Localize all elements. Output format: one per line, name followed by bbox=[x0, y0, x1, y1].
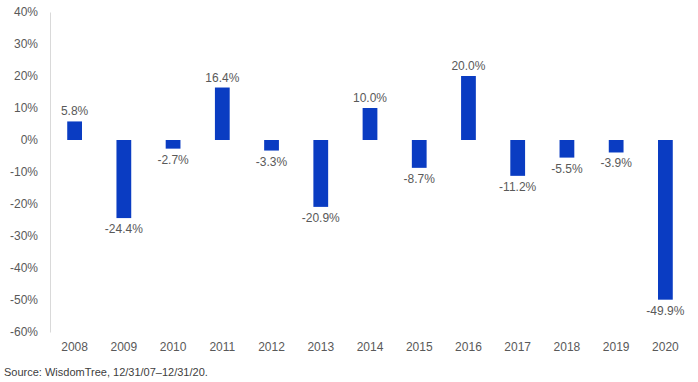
tick-label: 2010 bbox=[160, 340, 187, 354]
tick: -40% bbox=[10, 261, 50, 275]
tick: 0% bbox=[21, 133, 50, 147]
tick: -10% bbox=[10, 165, 50, 179]
tick-label: 2019 bbox=[603, 340, 630, 354]
tick: 2012 bbox=[258, 340, 285, 354]
bar bbox=[510, 140, 525, 176]
tick-label: 2013 bbox=[307, 340, 334, 354]
data-labels: 5.8% -24.4% -2.7% 16.4% -3.3% -20.9% 10.0% -8.7… bbox=[61, 59, 685, 318]
tick: 2017 bbox=[504, 340, 531, 354]
tick: 30% bbox=[14, 37, 50, 51]
plot: -60% -50% -40% -30% -20% -10% 0% 10% 20% 30% 40% 20… bbox=[10, 5, 685, 353]
tick-label: 40% bbox=[14, 5, 38, 19]
chart: -60% -50% -40% -30% -20% -10% 0% 10% 20% 30% 40% 20… bbox=[0, 0, 698, 382]
bar bbox=[560, 140, 575, 158]
bar bbox=[166, 140, 181, 149]
bars bbox=[67, 76, 673, 300]
tick-label: 2009 bbox=[110, 340, 137, 354]
tick-label: 2012 bbox=[258, 340, 285, 354]
tick-label: -60% bbox=[10, 325, 38, 339]
data-label: 16.4% bbox=[205, 71, 239, 85]
bar bbox=[658, 140, 673, 300]
tick: 20% bbox=[14, 69, 50, 83]
bar bbox=[609, 140, 624, 152]
data-label: -3.9% bbox=[600, 156, 632, 170]
tick: 2013 bbox=[307, 340, 334, 354]
x-axis: 2008 2009 2010 2011 2012 2013 2014 2015 2016 2017… bbox=[61, 340, 679, 354]
tick: -60% bbox=[10, 325, 50, 339]
y-axis: -60% -50% -40% -30% -20% -10% 0% 10% 20% 30% 40% bbox=[10, 5, 51, 339]
data-label: -49.9% bbox=[646, 304, 684, 318]
tick: 2008 bbox=[61, 340, 88, 354]
tick: 2016 bbox=[455, 340, 482, 354]
tick: -20% bbox=[10, 197, 50, 211]
data-label: -8.7% bbox=[404, 172, 436, 186]
tick-label: 2015 bbox=[406, 340, 433, 354]
data-label: 5.8% bbox=[61, 104, 89, 118]
bar bbox=[363, 108, 378, 140]
tick-label: -30% bbox=[10, 229, 38, 243]
tick-label: 2016 bbox=[455, 340, 482, 354]
tick-label: -50% bbox=[10, 293, 38, 307]
tick: 2015 bbox=[406, 340, 433, 354]
bar bbox=[313, 140, 328, 207]
tick: 2020 bbox=[652, 340, 679, 354]
data-label: 10.0% bbox=[353, 91, 387, 105]
tick: 40% bbox=[14, 5, 50, 19]
source-note: Source: WisdomTree, 12/31/07–12/31/20. bbox=[4, 366, 208, 378]
bar bbox=[264, 140, 279, 151]
tick-label: 2011 bbox=[209, 340, 235, 354]
tick: 2011 bbox=[209, 340, 235, 354]
tick-label: 0% bbox=[21, 133, 39, 147]
tick: -30% bbox=[10, 229, 50, 243]
bar bbox=[67, 121, 82, 140]
data-label: -5.5% bbox=[551, 162, 583, 176]
bar bbox=[461, 76, 476, 140]
tick-label: 2014 bbox=[357, 340, 384, 354]
tick: 2014 bbox=[357, 340, 384, 354]
tick-label: 2008 bbox=[61, 340, 88, 354]
tick-label: 10% bbox=[14, 101, 38, 115]
data-label: -2.7% bbox=[157, 153, 189, 167]
tick-label: -40% bbox=[10, 261, 38, 275]
tick: 2019 bbox=[603, 340, 630, 354]
tick: 2010 bbox=[160, 340, 187, 354]
tick-label: 2018 bbox=[554, 340, 581, 354]
tick-label: 2020 bbox=[652, 340, 679, 354]
axis-line bbox=[50, 13, 51, 333]
tick-label: 2017 bbox=[504, 340, 531, 354]
bar bbox=[116, 140, 131, 218]
tick: 2009 bbox=[110, 340, 137, 354]
data-label: -3.3% bbox=[256, 155, 288, 169]
tick-label: -10% bbox=[10, 165, 38, 179]
tick-label: -20% bbox=[10, 197, 38, 211]
tick: -50% bbox=[10, 293, 50, 307]
tick-label: 30% bbox=[14, 37, 38, 51]
data-label: -24.4% bbox=[105, 222, 143, 236]
bar bbox=[412, 140, 427, 168]
tick: 10% bbox=[14, 101, 50, 115]
data-label: 20.0% bbox=[451, 59, 485, 73]
data-label: -20.9% bbox=[302, 211, 340, 225]
data-label: -11.2% bbox=[499, 180, 536, 194]
tick: 2018 bbox=[554, 340, 581, 354]
tick-label: 20% bbox=[14, 69, 38, 83]
bar bbox=[215, 88, 230, 140]
